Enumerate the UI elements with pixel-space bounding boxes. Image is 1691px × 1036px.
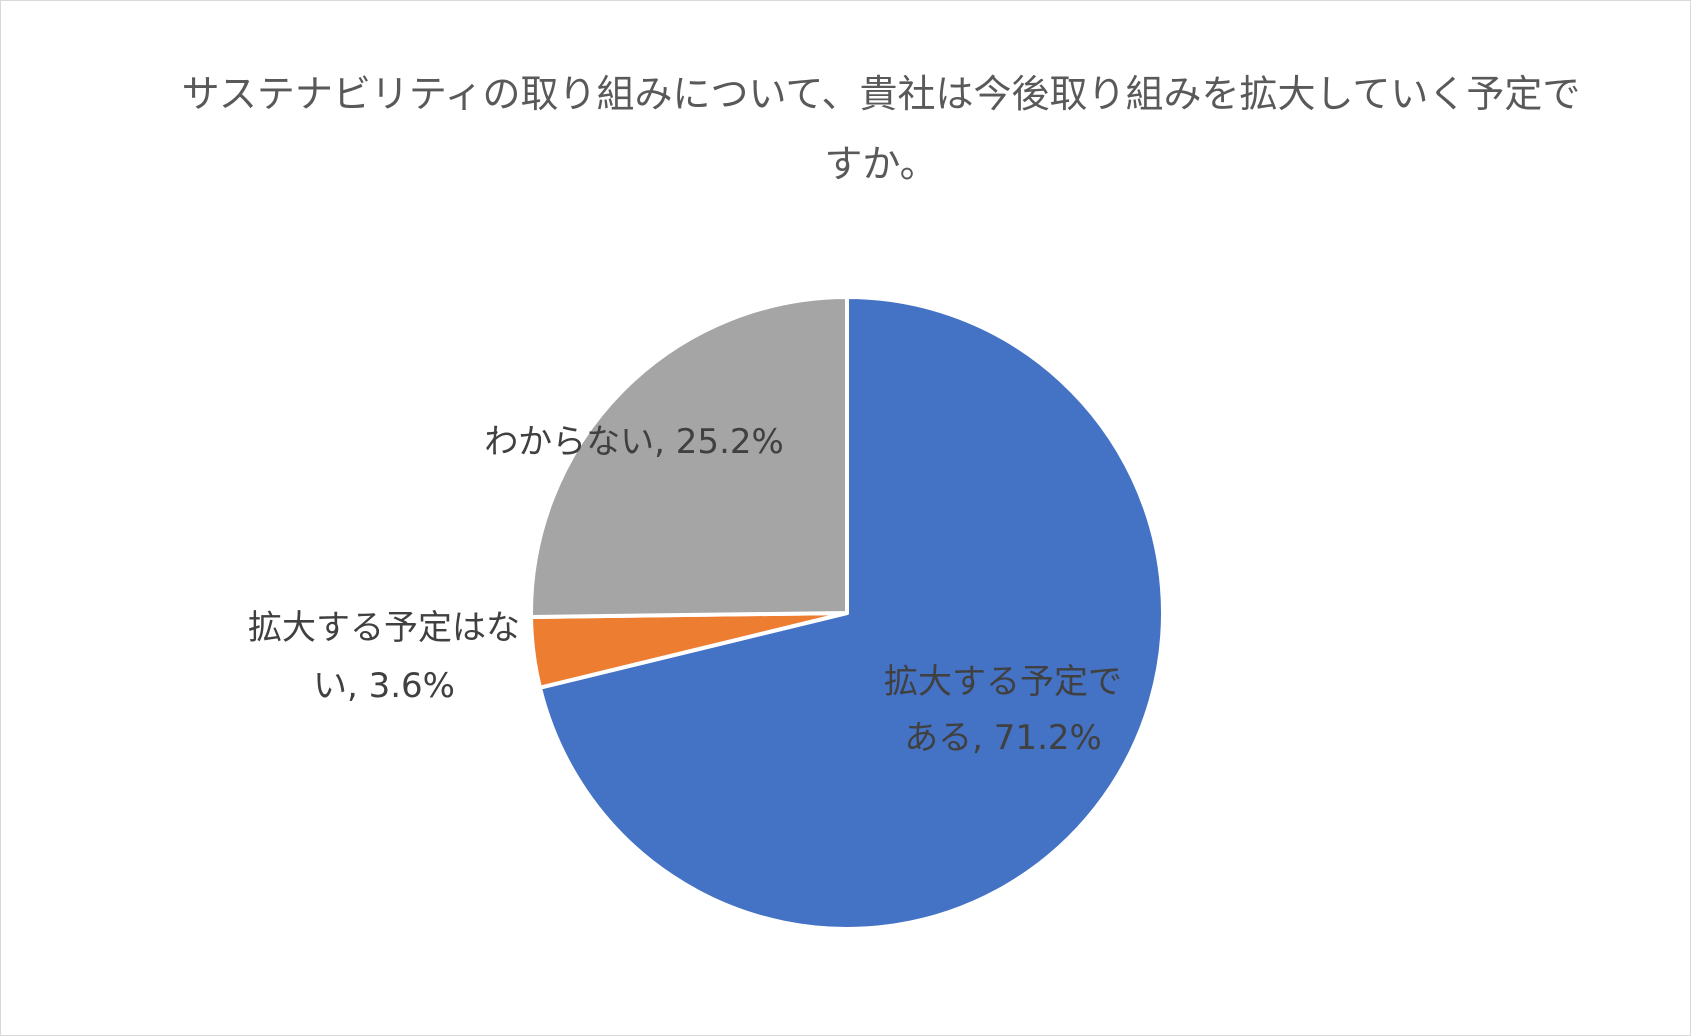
slice-expand-no-label: 拡大する予定はない, 3.6%	[248, 608, 520, 706]
slice-unknown	[529, 295, 849, 619]
slice-expand-no-label-line: 拡大する予定はな	[248, 608, 520, 648]
slice-expand-yes	[537, 295, 1165, 931]
slice-unknown-label: わからない, 25.2%	[484, 422, 784, 462]
chart-title: サステナビリティの取り組みについて、貴社は今後取り組みを拡大していく予定ですか。	[181, 72, 1581, 186]
slice-expand-yes-label: 拡大する予定である, 71.2%	[884, 662, 1122, 758]
slice-expand-no-label-line: い, 3.6%	[313, 666, 455, 706]
slice-expand-yes-label-line: ある, 71.2%	[904, 718, 1102, 758]
slice-expand-yes-label-line: 拡大する予定で	[884, 662, 1122, 702]
slice-unknown-label-line: わからない, 25.2%	[484, 422, 784, 462]
